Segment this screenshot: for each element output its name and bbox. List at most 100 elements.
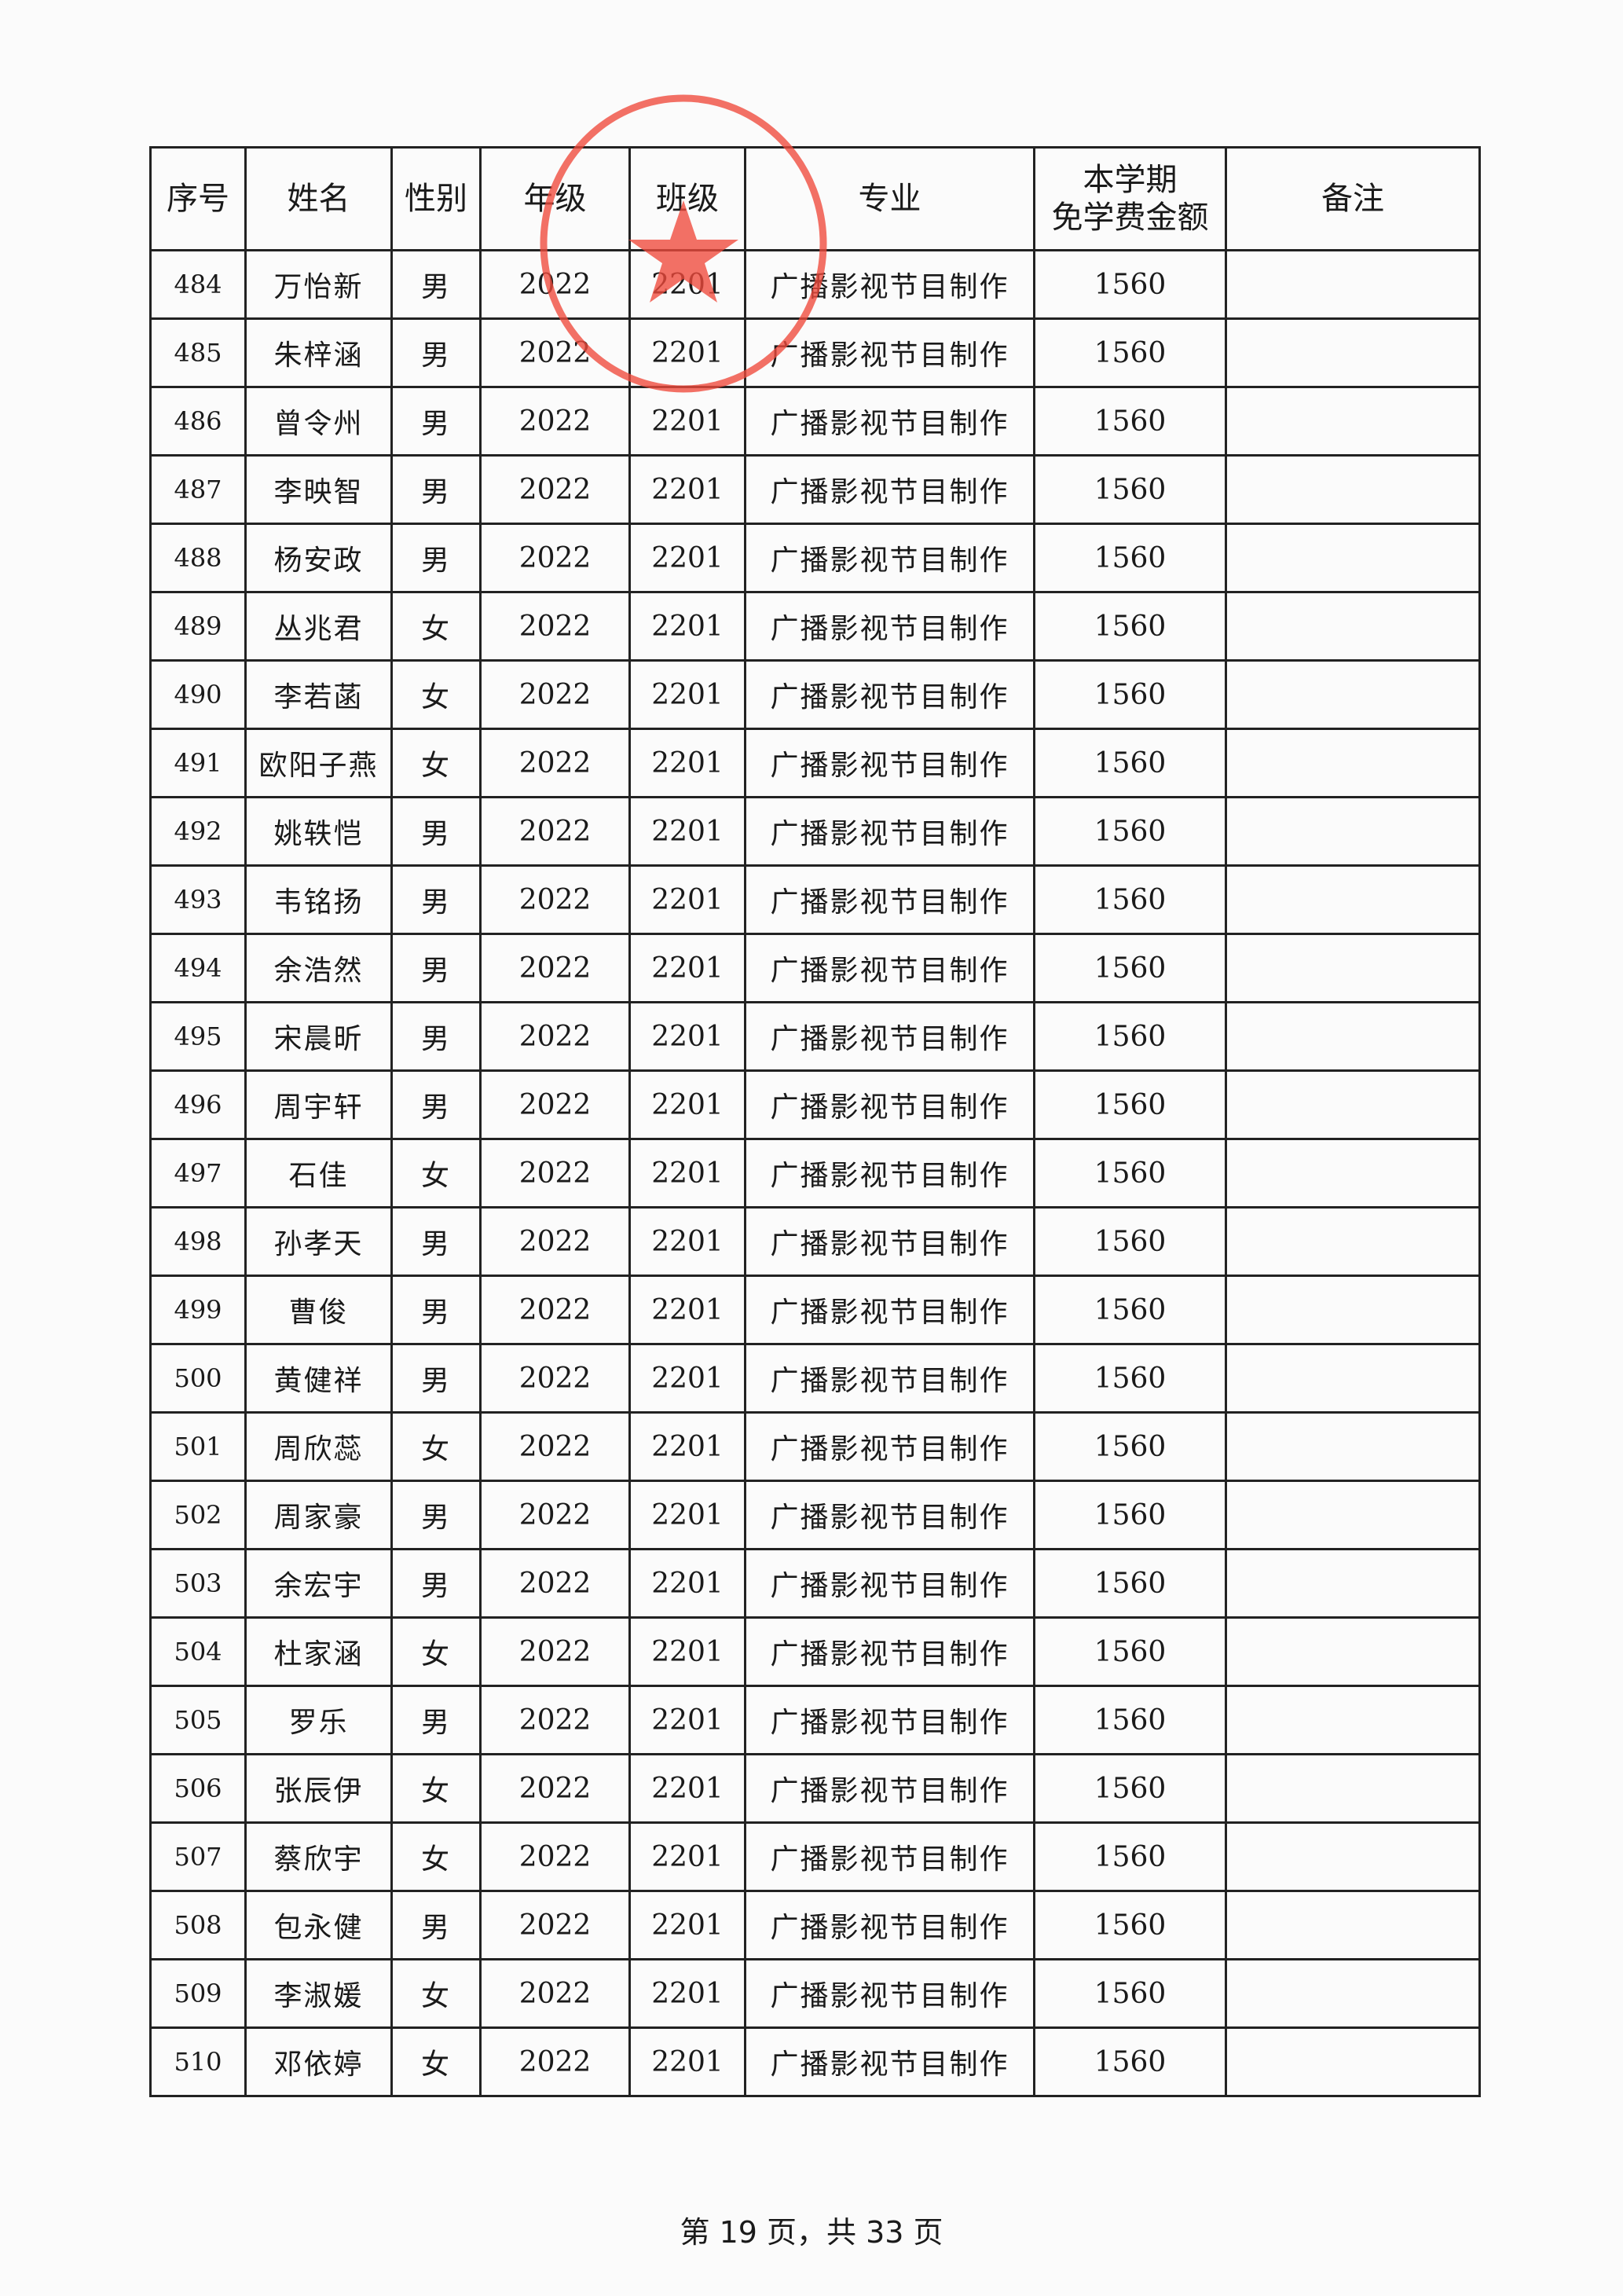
- cell-name: 邓依婷: [244, 2026, 393, 2097]
- cell-amount: 1560: [1033, 1206, 1227, 1277]
- page-footer: 第 19 页，共 33 页: [680, 2215, 943, 2250]
- cell-major: 广播影视节目制作: [744, 1958, 1035, 2029]
- cell-amount: 1560: [1033, 386, 1227, 457]
- cell-amount: 1560: [1033, 933, 1227, 1003]
- cell-name: 周宇轩: [244, 1069, 393, 1140]
- table-body: 484 万怡新男 2022 2201 广播影视节目制作 1560 485 朱梓涵男 2022 22…: [149, 249, 1481, 2097]
- cell-grade: 2022: [479, 864, 631, 935]
- header-class: 班级: [628, 146, 746, 251]
- cell-gender: 男: [390, 386, 482, 457]
- cell-name: 欧阳子燕: [244, 728, 393, 798]
- cell-remarks: [1225, 1753, 1481, 1824]
- cell-index: 489: [149, 591, 247, 662]
- cell-major: 广播影视节目制作: [744, 317, 1035, 388]
- cell-class: 2201: [628, 2026, 746, 2097]
- cell-index: 499: [149, 1275, 247, 1345]
- cell-class: 2201: [628, 1480, 746, 1550]
- cell-class: 2201: [628, 1753, 746, 1824]
- cell-gender: 男: [390, 1890, 482, 1960]
- cell-gender: 男: [390, 1480, 482, 1550]
- cell-major: 广播影视节目制作: [744, 659, 1035, 730]
- cell-class: 2201: [628, 864, 746, 935]
- cell-remarks: [1225, 1206, 1481, 1277]
- cell-gender: 女: [390, 1821, 482, 1892]
- cell-index: 510: [149, 2026, 247, 2097]
- table-row: 502 周家豪男 2022 2201 广播影视节目制作 1560: [149, 1480, 1481, 1550]
- cell-index: 486: [149, 386, 247, 457]
- cell-class: 2201: [628, 1343, 746, 1414]
- cell-remarks: [1225, 1480, 1481, 1550]
- cell-remarks: [1225, 1548, 1481, 1619]
- table-row: 484 万怡新男 2022 2201 广播影视节目制作 1560: [149, 249, 1481, 320]
- table-row: 485 朱梓涵男 2022 2201 广播影视节目制作 1560: [149, 317, 1481, 388]
- cell-major: 广播影视节目制作: [744, 933, 1035, 1003]
- cell-remarks: [1225, 1069, 1481, 1140]
- cell-class: 2201: [628, 1958, 746, 2029]
- cell-gender: 女: [390, 1138, 482, 1209]
- cell-remarks: [1225, 1685, 1481, 1755]
- cell-class: 2201: [628, 1138, 746, 1209]
- cell-remarks: [1225, 1616, 1481, 1687]
- cell-class: 2201: [628, 796, 746, 867]
- cell-index: 495: [149, 1001, 247, 1072]
- cell-gender: 女: [390, 1958, 482, 2029]
- cell-name: 曹俊: [244, 1275, 393, 1345]
- cell-gender: 男: [390, 1206, 482, 1277]
- cell-grade: 2022: [479, 728, 631, 798]
- table-row: 504 杜家涵女 2022 2201 广播影视节目制作 1560: [149, 1616, 1481, 1687]
- cell-major: 广播影视节目制作: [744, 1343, 1035, 1414]
- cell-name: 姚轶恺: [244, 796, 393, 867]
- cell-gender: 女: [390, 1616, 482, 1687]
- cell-remarks: [1225, 1001, 1481, 1072]
- header-grade: 年级: [479, 146, 631, 251]
- cell-class: 2201: [628, 1001, 746, 1072]
- cell-index: 502: [149, 1480, 247, 1550]
- cell-index: 485: [149, 317, 247, 388]
- cell-grade: 2022: [479, 1890, 631, 1960]
- cell-remarks: [1225, 249, 1481, 320]
- cell-grade: 2022: [479, 1206, 631, 1277]
- cell-grade: 2022: [479, 1001, 631, 1072]
- header-gender: 性别: [390, 146, 482, 251]
- cell-index: 484: [149, 249, 247, 320]
- cell-gender: 男: [390, 454, 482, 525]
- cell-name: 周欣蕊: [244, 1411, 393, 1482]
- cell-amount: 1560: [1033, 1069, 1227, 1140]
- cell-class: 2201: [628, 1890, 746, 1960]
- cell-major: 广播影视节目制作: [744, 1069, 1035, 1140]
- cell-gender: 男: [390, 1548, 482, 1619]
- cell-gender: 女: [390, 728, 482, 798]
- cell-class: 2201: [628, 386, 746, 457]
- cell-amount: 1560: [1033, 796, 1227, 867]
- cell-major: 广播影视节目制作: [744, 523, 1035, 593]
- cell-gender: 男: [390, 1685, 482, 1755]
- cell-remarks: [1225, 1821, 1481, 1892]
- cell-gender: 男: [390, 1001, 482, 1072]
- cell-class: 2201: [628, 591, 746, 662]
- table-row: 487 李映智男 2022 2201 广播影视节目制作 1560: [149, 454, 1481, 525]
- cell-name: 张辰伊: [244, 1753, 393, 1824]
- cell-name: 石佳: [244, 1138, 393, 1209]
- cell-index: 497: [149, 1138, 247, 1209]
- cell-gender: 女: [390, 591, 482, 662]
- cell-grade: 2022: [479, 386, 631, 457]
- cell-grade: 2022: [479, 1069, 631, 1140]
- cell-amount: 1560: [1033, 2026, 1227, 2097]
- cell-name: 余宏宇: [244, 1548, 393, 1619]
- table-row: 508 包永健男 2022 2201 广播影视节目制作 1560: [149, 1890, 1481, 1960]
- table-row: 493 韦铭扬男 2022 2201 广播影视节目制作 1560: [149, 864, 1481, 935]
- cell-major: 广播影视节目制作: [744, 591, 1035, 662]
- cell-major: 广播影视节目制作: [744, 1275, 1035, 1345]
- cell-amount: 1560: [1033, 1685, 1227, 1755]
- cell-amount: 1560: [1033, 454, 1227, 525]
- cell-amount: 1560: [1033, 1821, 1227, 1892]
- cell-index: 490: [149, 659, 247, 730]
- cell-index: 494: [149, 933, 247, 1003]
- cell-major: 广播影视节目制作: [744, 454, 1035, 525]
- cell-name: 孙孝天: [244, 1206, 393, 1277]
- cell-name: 李淑媛: [244, 1958, 393, 2029]
- cell-index: 487: [149, 454, 247, 525]
- cell-gender: 女: [390, 2026, 482, 2097]
- cell-grade: 2022: [479, 1616, 631, 1687]
- cell-amount: 1560: [1033, 1343, 1227, 1414]
